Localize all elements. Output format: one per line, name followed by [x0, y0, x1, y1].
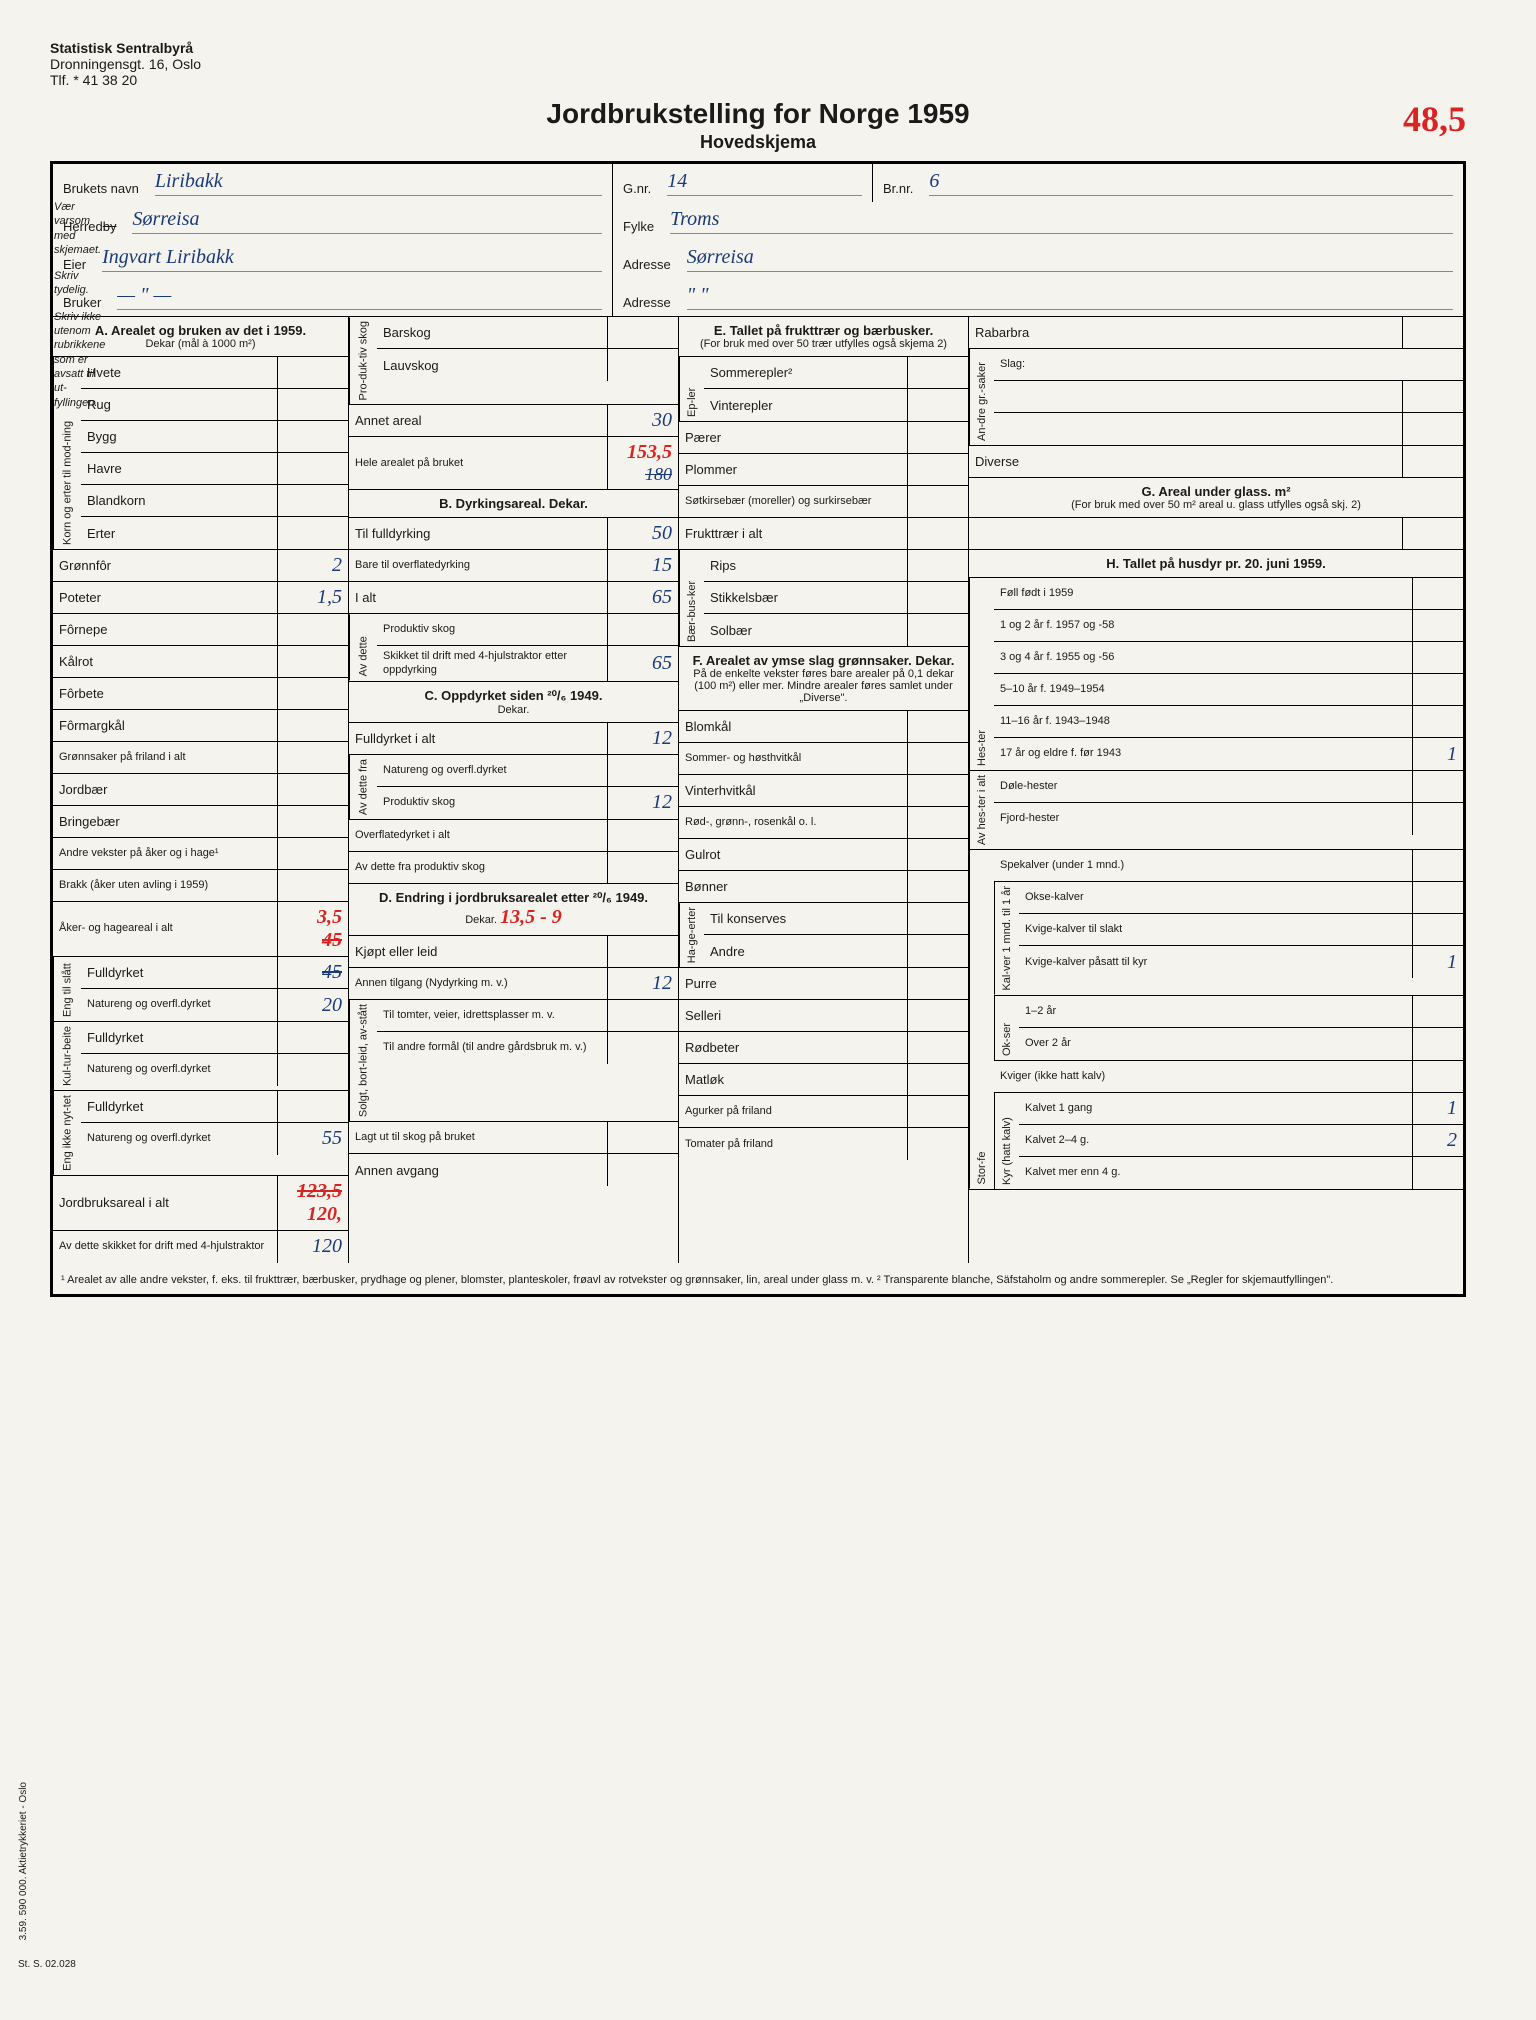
org-addr2: Tlf. * 41 38 20 [50, 72, 1466, 88]
adresse2-lbl: Adresse [623, 295, 671, 310]
section-GH: Rabarbra An-dre gr.-saker Slag: Diverse … [969, 317, 1463, 1263]
adresse1-lbl: Adresse [623, 257, 671, 272]
section-A: A. Arealet og bruken av det i 1959. Deka… [53, 317, 349, 1263]
page-subtitle: Hovedskjema [50, 132, 1466, 153]
bruker-val: — " — [117, 284, 602, 310]
footnote: ¹ Arealet av alle andre vekster, f. eks.… [53, 1263, 1463, 1294]
brukets-navn-val: Liribakk [155, 170, 602, 196]
red-annotation: 48,5 [1403, 98, 1466, 140]
title-block: Jordbrukstelling for Norge 1959 Hovedskj… [50, 98, 1466, 153]
eier-val: Ingvart Liribakk [102, 246, 602, 272]
adresse1-val: Sørreisa [687, 246, 1453, 272]
letterhead: Statistisk Sentralbyrå Dronningensgt. 16… [50, 40, 1466, 88]
herred-val: Sørreisa [132, 208, 602, 234]
form-frame: Brukets navn Liribakk G.nr. 14 Br.nr. 6 … [50, 161, 1466, 1297]
gnr-val: 14 [667, 170, 862, 196]
brnr-val: 6 [929, 170, 1453, 196]
fylke-val: Troms [670, 208, 1453, 234]
section-BCD: Pro-duk-tiv skog Barskog Lauvskog Annet … [349, 317, 679, 1263]
margin-code: 3.59. 590 000. Aktietrykkeriet - Oslo [18, 1782, 29, 1940]
gnr-lbl: G.nr. [623, 181, 651, 196]
adresse2-val: " " [687, 284, 1453, 310]
org-addr1: Dronningensgt. 16, Oslo [50, 56, 1466, 72]
org-name: Statistisk Sentralbyrå [50, 40, 1466, 56]
page-title: Jordbrukstelling for Norge 1959 [50, 98, 1466, 130]
section-EF: E. Tallet på frukttrær og bærbusker.(For… [679, 317, 969, 1263]
brukets-navn-lbl: Brukets navn [63, 181, 139, 196]
st-code: St. S. 02.028 [18, 1959, 76, 1970]
brnr-lbl: Br.nr. [883, 181, 913, 196]
fylke-lbl: Fylke [623, 219, 654, 234]
